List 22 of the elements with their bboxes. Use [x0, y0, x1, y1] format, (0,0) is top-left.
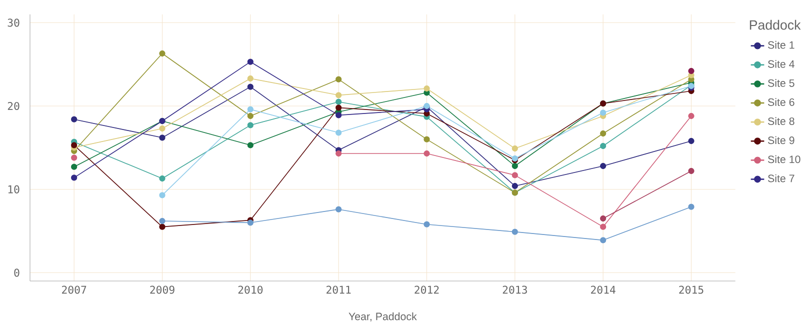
legend-label: Site 5: [768, 79, 794, 87]
y-tick-label: 0: [14, 268, 20, 277]
y-tick-label: 10: [8, 185, 20, 194]
x-tick-label: 2012: [414, 286, 439, 294]
legend-label: Site 9: [768, 136, 794, 144]
x-tick-label: 2015: [679, 286, 704, 294]
y-tick-label: 30: [8, 18, 20, 27]
x-tick-label: 2009: [150, 286, 174, 294]
x-tick-label: 2011: [326, 286, 351, 294]
legend-title: Paddock: [750, 20, 801, 30]
legend-label: Site 8: [768, 117, 794, 126]
x-tick-label: 2013: [502, 286, 527, 294]
x-tick-label: 2014: [591, 286, 616, 294]
legend-label: Site 10: [768, 155, 800, 164]
x-tick-label: 2010: [238, 286, 263, 294]
legend-label: Site 4: [768, 60, 794, 68]
x-axis-title: Year, Paddock: [348, 312, 417, 322]
legend-label: Site 7: [768, 174, 794, 182]
legend-label: Site 1: [768, 40, 794, 49]
x-tick-label: 2007: [62, 286, 86, 294]
legend-label: Site 6: [768, 98, 794, 106]
y-tick-label: 20: [8, 102, 20, 110]
